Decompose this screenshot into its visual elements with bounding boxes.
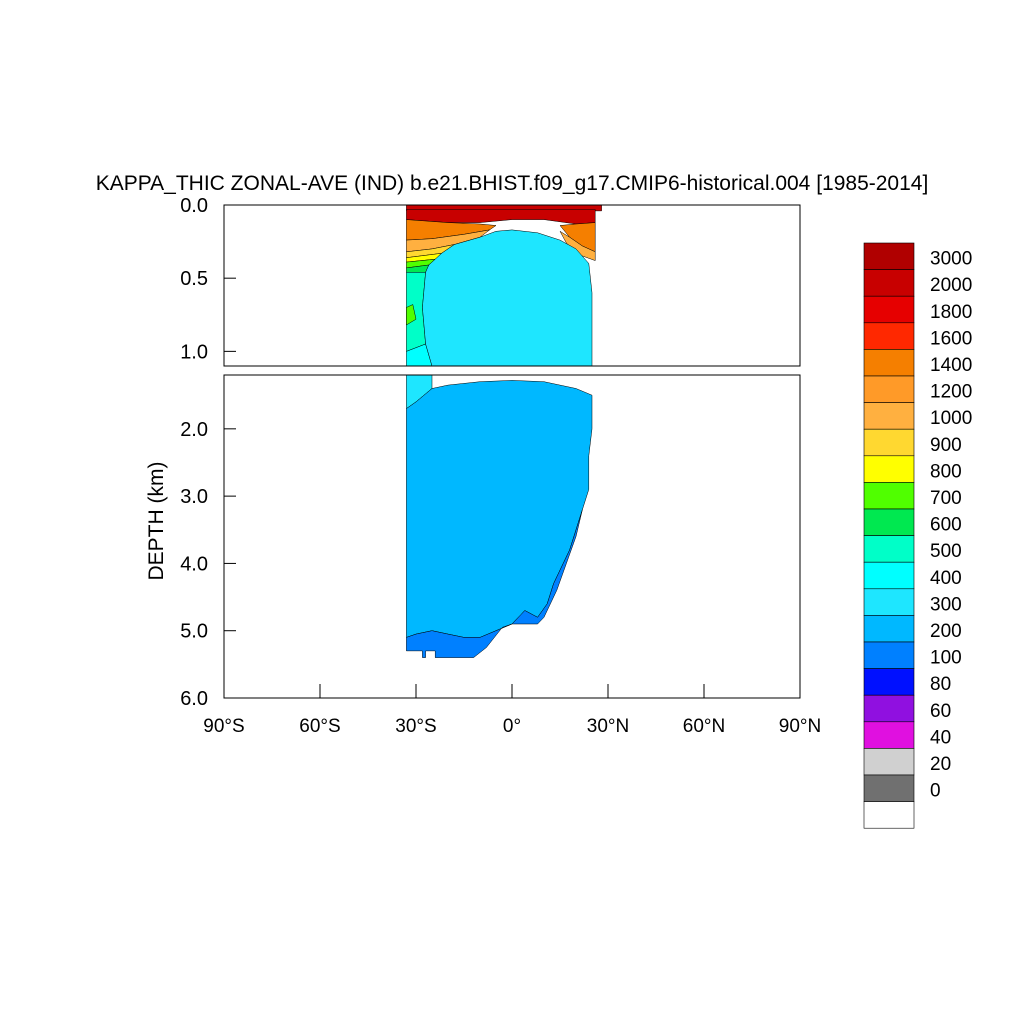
colorbar-label: 1000 xyxy=(930,408,972,429)
upper-panel: 0.0 0.5 1.0 xyxy=(180,195,801,367)
colorbar-swatch xyxy=(863,615,915,643)
colorbar-swatch xyxy=(863,402,915,430)
contour-region-200 xyxy=(406,380,593,638)
colorbar-label: 800 xyxy=(930,461,962,482)
colorbar-swatch xyxy=(863,641,915,669)
colorbar-swatch xyxy=(863,482,915,510)
contour-region-400 xyxy=(406,343,433,366)
colorbar-swatch xyxy=(863,774,915,802)
colorbar-swatch xyxy=(863,455,915,483)
y-tick-label: 3.0 xyxy=(180,486,208,508)
colorbar-label: 100 xyxy=(930,648,962,669)
y-tick-label: 4.0 xyxy=(180,553,208,575)
x-tick-label: 0° xyxy=(503,716,521,737)
colorbar-swatch xyxy=(863,801,915,829)
colorbar-swatch xyxy=(863,668,915,696)
y-tick-label: 6.0 xyxy=(180,688,208,710)
colorbar-label: 1600 xyxy=(930,328,972,349)
colorbar-swatch xyxy=(863,694,915,723)
y-axis-label: DEPTH (km) xyxy=(145,462,168,581)
colorbar-label: 80 xyxy=(930,674,951,695)
colorbar-label: 0 xyxy=(930,781,941,802)
colorbar-label: 300 xyxy=(930,594,962,615)
colorbar-label: 2000 xyxy=(930,275,972,296)
y-tick-label: 1.0 xyxy=(180,341,208,363)
colorbar-label: 3000 xyxy=(930,249,972,270)
y-tick-label: 5.0 xyxy=(180,621,208,643)
colorbar-label: 500 xyxy=(930,541,962,562)
colorbar-label: 900 xyxy=(930,435,962,456)
x-tick-label: 60°S xyxy=(299,716,340,737)
x-tick-label: 30°S xyxy=(395,716,436,737)
contour-region-700 xyxy=(406,304,417,326)
x-tick-label: 30°N xyxy=(587,716,629,737)
colorbar-swatch xyxy=(863,295,915,324)
colorbar-swatch xyxy=(863,748,915,776)
x-tick-label: 60°N xyxy=(683,716,725,737)
y-tick-label: 0.5 xyxy=(180,268,208,290)
colorbar-swatch xyxy=(863,428,915,457)
colorbar-swatch xyxy=(863,269,915,297)
contour-region-300 xyxy=(422,229,593,366)
x-tick-label: 90°N xyxy=(779,716,821,737)
colorbar-label: 1200 xyxy=(930,382,972,403)
colorbar-swatch xyxy=(863,535,915,563)
upper-panel-frame xyxy=(223,204,801,367)
x-tick-label: 90°S xyxy=(203,716,244,737)
colorbar-swatch xyxy=(863,561,915,590)
colorbar-label: 1400 xyxy=(930,355,972,376)
colorbar-swatch xyxy=(863,721,915,749)
lower-panel: 2.0 3.0 4.0 5.0 6.0 90°S 60°S 30°S 0° 30°N 60°N 90°… xyxy=(180,374,821,737)
chart-title: KAPPA_THIC ZONAL-AVE (IND) b.e21.BHIST.f… xyxy=(96,172,929,195)
y-tick-label: 0.0 xyxy=(180,195,208,217)
contour-region-1200 xyxy=(559,230,596,261)
colorbar-swatch xyxy=(863,508,915,536)
colorbar-label: 600 xyxy=(930,515,962,536)
colorbar: 3000200018001600140012001000900800700600… xyxy=(863,242,972,829)
colorbar-label: 20 xyxy=(930,754,951,775)
contour-region-100 xyxy=(406,509,583,658)
colorbar-label: 40 xyxy=(930,727,951,748)
colorbar-label: 1800 xyxy=(930,302,972,323)
colorbar-swatch xyxy=(863,375,915,403)
colorbar-swatch xyxy=(863,322,915,350)
colorbar-swatch xyxy=(863,588,915,616)
colorbar-label: 700 xyxy=(930,488,962,509)
colorbar-swatch xyxy=(863,349,915,377)
colorbar-label: 200 xyxy=(930,621,962,642)
colorbar-label: 400 xyxy=(930,568,962,589)
colorbar-swatch xyxy=(863,242,915,270)
colorbar-label: 60 xyxy=(930,701,951,722)
y-tick-label: 2.0 xyxy=(180,419,208,441)
